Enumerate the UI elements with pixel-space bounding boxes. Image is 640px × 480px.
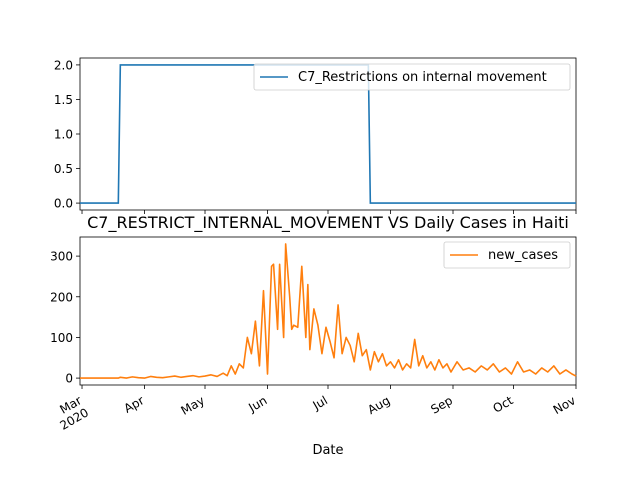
x-tick-label: Apr [122, 393, 147, 416]
y-tick-label: 0 [65, 372, 73, 386]
bottom-legend: new_cases [443, 241, 571, 269]
y-tick-label: 0.5 [54, 162, 73, 176]
top-legend-box [253, 63, 571, 91]
y-tick-label: 1.0 [54, 128, 73, 142]
y-tick-label: 0.0 [54, 197, 73, 211]
y-tick-label: 200 [50, 290, 73, 304]
x-tick-label: Jun [245, 393, 269, 415]
series-line-c7-restrictions [80, 64, 576, 204]
y-tick-label: 2.0 [54, 58, 73, 72]
bottom-legend-label: new_cases [488, 248, 558, 263]
x-tick-label: Sep [428, 393, 455, 416]
chart-title: C7_RESTRICT_INTERNAL_MOVEMENT VS Daily C… [87, 213, 569, 233]
x-tick-label: Oct [491, 393, 516, 416]
bottom-chart-panel: C7_RESTRICT_INTERNAL_MOVEMENT VS Daily C… [50, 213, 578, 458]
x-axis-label: Date [312, 443, 343, 458]
x-tick-label: Nov [551, 393, 578, 417]
y-tick-label: 1.5 [54, 93, 73, 107]
y-tick-label: 300 [50, 250, 73, 264]
y-tick-label: 100 [50, 331, 73, 345]
x-tick-label: May [179, 393, 207, 418]
x-tick-label: Aug [365, 393, 392, 417]
top-legend: C7_Restrictions on internal movement [253, 63, 571, 91]
top-y-axis: 0.0 0.5 1.0 1.5 2.0 [54, 58, 80, 211]
top-chart-panel: 0.0 0.5 1.0 1.5 2.0 C7_Restrictions on inter… [54, 57, 577, 214]
bottom-x-axis: Mar2020 Apr May Jun Jul Aug Sep Oct Nov [51, 385, 578, 433]
x-tick-label: Jul [310, 393, 330, 413]
x-tick-label: Mar2020 [51, 393, 92, 433]
series-line-new-cases [80, 243, 577, 379]
bottom-legend-box [443, 241, 571, 269]
top-legend-label: C7_Restrictions on internal movement [298, 70, 547, 85]
bottom-y-axis: 0 100 200 300 [50, 250, 80, 386]
top-x-axis [81, 210, 577, 214]
